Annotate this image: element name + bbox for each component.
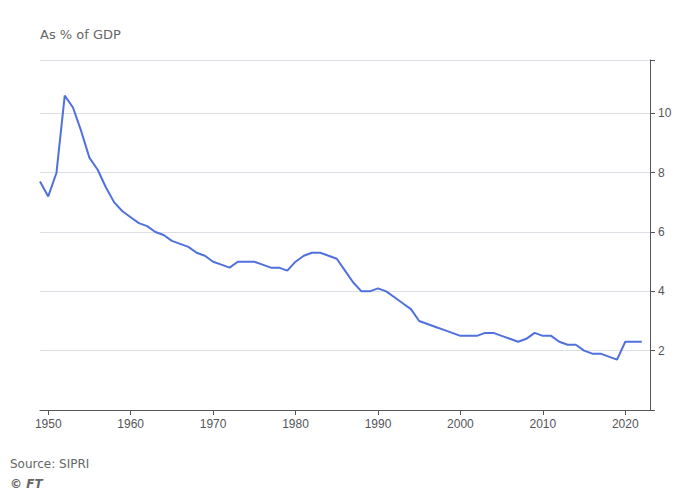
svg-text:2020: 2020 [612,417,639,431]
svg-text:1950: 1950 [35,417,62,431]
svg-text:2000: 2000 [447,417,474,431]
svg-text:4: 4 [658,284,665,298]
svg-text:2: 2 [658,344,665,358]
svg-text:Source: SIPRI: Source: SIPRI [10,457,89,471]
svg-text:2010: 2010 [529,417,556,431]
svg-text:6: 6 [658,225,665,239]
svg-text:10: 10 [658,106,672,120]
svg-text:8: 8 [658,166,665,180]
svg-text:© FT: © FT [10,477,43,491]
svg-text:1960: 1960 [117,417,144,431]
svg-text:As % of GDP: As % of GDP [40,27,121,42]
svg-text:1990: 1990 [365,417,392,431]
svg-text:1980: 1980 [282,417,309,431]
svg-text:1970: 1970 [200,417,227,431]
